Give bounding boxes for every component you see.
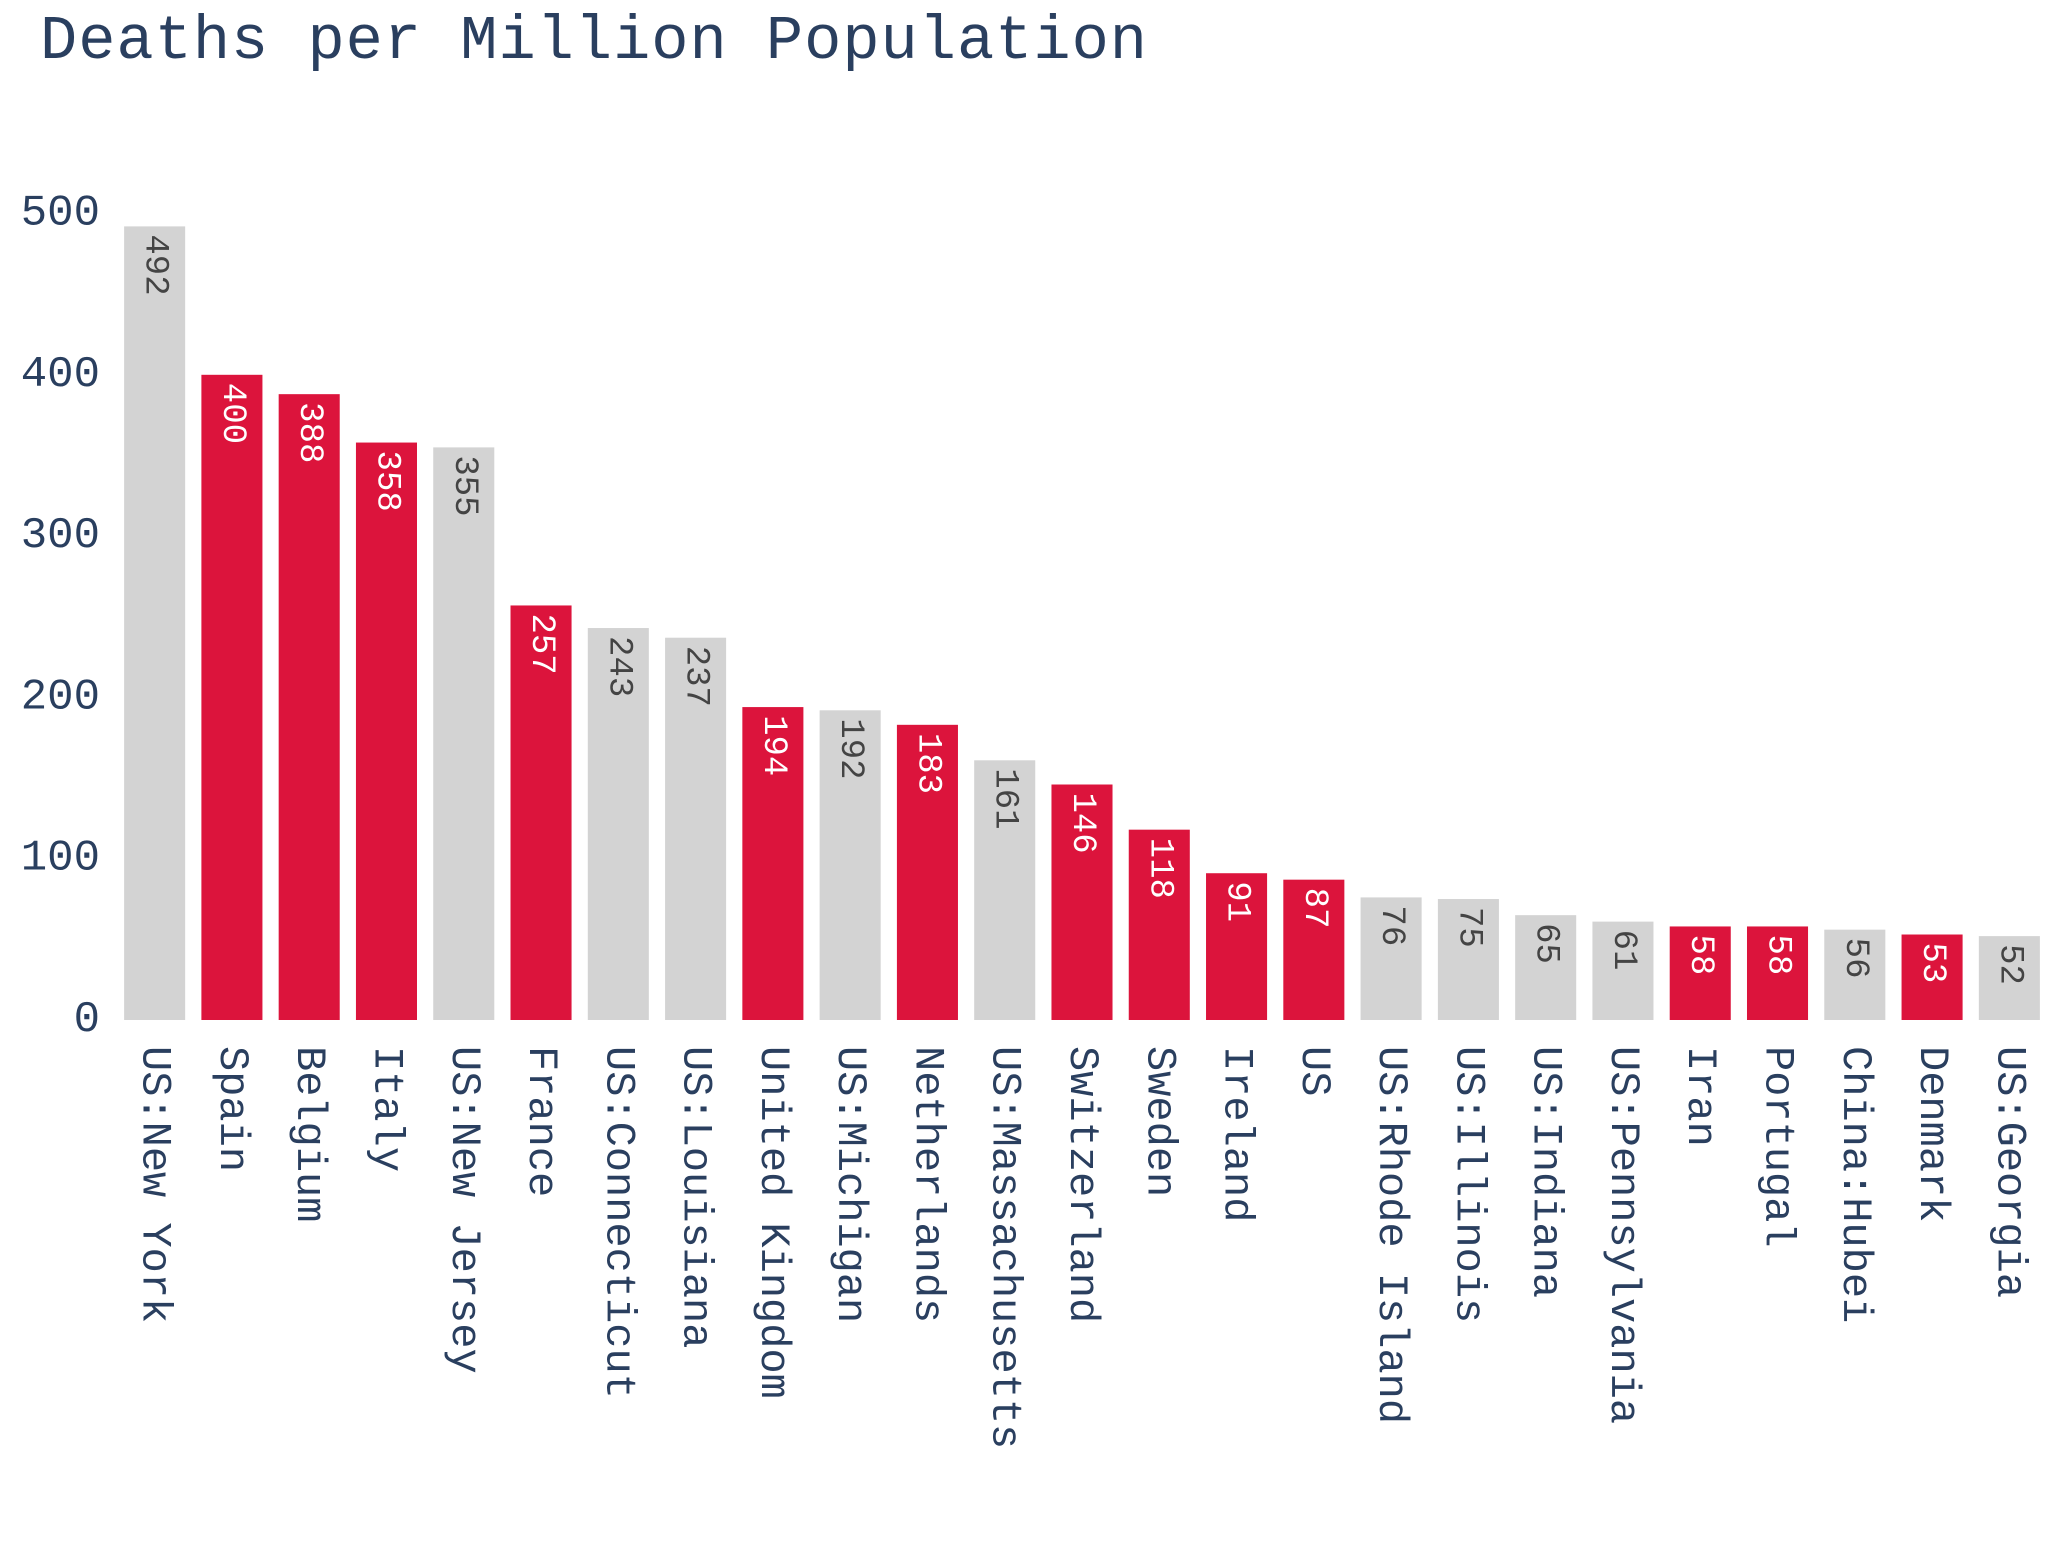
bar[interactable] bbox=[1824, 929, 1886, 1020]
bar[interactable] bbox=[1669, 926, 1731, 1020]
x-tick-label: Switzerland bbox=[1058, 1046, 1106, 1323]
x-tick-label: United Kingdom bbox=[749, 1046, 797, 1399]
bar[interactable] bbox=[1051, 784, 1113, 1021]
bar[interactable] bbox=[1515, 915, 1577, 1020]
x-tick-label: Ireland bbox=[1213, 1046, 1261, 1222]
x-tick-label: US:Pennsylvania bbox=[1599, 1046, 1647, 1424]
bar[interactable] bbox=[355, 442, 417, 1020]
x-tick-label: US bbox=[1290, 1046, 1338, 1096]
data-label: 58 bbox=[1681, 934, 1719, 975]
bar[interactable] bbox=[1283, 879, 1345, 1020]
x-tick-label: Belgium bbox=[285, 1046, 333, 1222]
bar[interactable] bbox=[510, 605, 572, 1020]
bar[interactable] bbox=[587, 628, 649, 1020]
data-label: 52 bbox=[1990, 944, 2028, 985]
bar[interactable] bbox=[1128, 829, 1190, 1020]
y-tick-label: 100 bbox=[21, 834, 100, 884]
data-label: 53 bbox=[1913, 943, 1951, 984]
x-tick-label: Sweden bbox=[1135, 1046, 1183, 1197]
data-label: 91 bbox=[1218, 881, 1256, 922]
x-tick-label: US:Indiana bbox=[1522, 1046, 1570, 1298]
bar[interactable] bbox=[278, 394, 340, 1020]
bar[interactable] bbox=[1206, 873, 1268, 1020]
x-tick-label: Italy bbox=[362, 1046, 410, 1172]
data-label: 161 bbox=[986, 768, 1024, 829]
data-label: 87 bbox=[1295, 888, 1333, 929]
x-tick-label: US:Georgia bbox=[1985, 1046, 2033, 1298]
bar[interactable] bbox=[742, 707, 804, 1020]
data-label: 388 bbox=[290, 402, 328, 463]
x-tick-label: US:Michigan bbox=[826, 1046, 874, 1323]
data-label: 75 bbox=[1449, 907, 1487, 948]
x-tick-label: Spain bbox=[208, 1046, 256, 1172]
x-tick-label: France bbox=[517, 1046, 565, 1197]
data-label: 56 bbox=[1836, 938, 1874, 979]
bar[interactable] bbox=[1592, 921, 1654, 1020]
bar[interactable] bbox=[1901, 934, 1963, 1020]
y-tick-label: 0 bbox=[74, 995, 100, 1045]
data-label: 118 bbox=[1140, 838, 1178, 899]
data-label: 358 bbox=[367, 451, 405, 512]
bar[interactable] bbox=[1437, 899, 1499, 1020]
x-tick-label: US:Rhode Island bbox=[1367, 1046, 1415, 1424]
data-label: 237 bbox=[677, 646, 715, 707]
y-tick-label: 400 bbox=[21, 350, 100, 400]
data-label: 192 bbox=[831, 718, 869, 779]
data-label: 65 bbox=[1527, 923, 1565, 964]
data-label: 492 bbox=[136, 234, 174, 295]
bar[interactable] bbox=[1746, 926, 1809, 1020]
x-tick-label: Portugal bbox=[1754, 1046, 1802, 1248]
y-tick-label: 200 bbox=[21, 672, 100, 722]
x-tick-label: US:Illinois bbox=[1444, 1046, 1492, 1323]
data-label: 355 bbox=[445, 455, 483, 516]
bar[interactable] bbox=[124, 226, 186, 1020]
x-tick-label: China:Hubei bbox=[1831, 1046, 1879, 1323]
data-label: 146 bbox=[1063, 793, 1101, 854]
bar[interactable] bbox=[819, 710, 881, 1020]
data-label: 183 bbox=[908, 733, 946, 794]
data-label: 243 bbox=[599, 636, 637, 697]
x-tick-label: US:Massachusetts bbox=[981, 1046, 1029, 1449]
bar[interactable] bbox=[1978, 936, 2040, 1020]
x-tick-label: Iran bbox=[1676, 1046, 1724, 1147]
bar[interactable] bbox=[1360, 897, 1422, 1020]
data-label: 194 bbox=[754, 715, 792, 776]
data-label: 61 bbox=[1604, 930, 1642, 971]
data-label: 58 bbox=[1759, 934, 1797, 975]
y-tick-label: 500 bbox=[21, 189, 100, 239]
data-label: 400 bbox=[213, 383, 251, 444]
y-tick-label: 300 bbox=[21, 511, 100, 561]
data-label: 76 bbox=[1372, 905, 1410, 946]
x-tick-label: US:Connecticut bbox=[594, 1046, 642, 1399]
bar[interactable] bbox=[201, 374, 263, 1020]
x-tick-label: Denmark bbox=[1908, 1046, 1956, 1222]
data-label: 257 bbox=[522, 613, 560, 674]
x-tick-label: US:New Jersey bbox=[440, 1046, 488, 1374]
x-tick-label: US:New York bbox=[131, 1046, 179, 1323]
bar[interactable] bbox=[974, 760, 1036, 1020]
bar[interactable] bbox=[665, 637, 727, 1020]
bar[interactable] bbox=[896, 724, 958, 1020]
chart-title: Deaths per Million Population bbox=[40, 6, 1148, 77]
x-tick-label: Netherlands bbox=[903, 1046, 951, 1323]
x-tick-label: US:Louisiana bbox=[672, 1046, 720, 1348]
bar[interactable] bbox=[433, 447, 495, 1020]
